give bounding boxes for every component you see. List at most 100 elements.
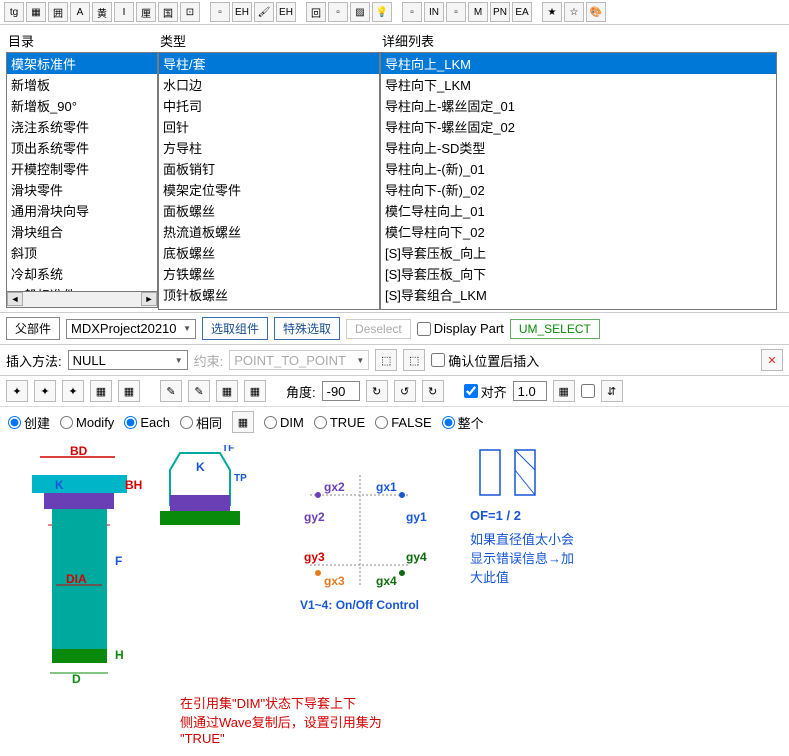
toolbar-icon[interactable]: ▫	[446, 2, 466, 22]
toolbar-icon[interactable]: ▫	[402, 2, 422, 22]
list-item[interactable]: 面板螺丝	[159, 200, 379, 221]
list-item[interactable]: 面板销钉	[159, 158, 379, 179]
list-item[interactable]: 新增板	[7, 74, 157, 95]
mid-icon[interactable]: ▦	[232, 411, 254, 433]
extra-check[interactable]	[581, 384, 595, 398]
insert-method-combo[interactable]: NULL▼	[68, 350, 188, 370]
list-item[interactable]: 导柱向下_LKM	[381, 74, 776, 95]
list-item[interactable]: 模架标准件	[7, 53, 157, 74]
toolbar-icon[interactable]: 黄	[92, 2, 112, 22]
toolbar-icon[interactable]: IN	[424, 2, 444, 22]
list-item[interactable]: 模架定位零件	[159, 179, 379, 200]
special-sel-button[interactable]: 特殊选取	[274, 317, 340, 340]
list-item[interactable]: 通用滑块向导	[7, 200, 157, 221]
detail-list[interactable]: 导柱向上_LKM导柱向下_LKM导柱向上-螺丝固定_01导柱向下-螺丝固定_02…	[380, 52, 777, 310]
list-item[interactable]: 导柱向下-(新)_02	[381, 179, 776, 200]
list-item[interactable]: [S]导套组合_LKM	[381, 284, 776, 305]
parent-part-label[interactable]: 父部件	[6, 317, 60, 340]
list-item[interactable]: [S]导套压板_向上	[381, 242, 776, 263]
catalog-list[interactable]: 模架标准件新增板新增板_90°浇注系统零件顶出系统零件开模控制零件滑块零件通用滑…	[6, 52, 158, 292]
um-select-button[interactable]: UM_SELECT	[510, 319, 600, 339]
list-item[interactable]: 热流道板螺丝	[159, 221, 379, 242]
deselect-button[interactable]: Deselect	[346, 319, 411, 339]
list-item[interactable]: 顶出系统零件	[7, 137, 157, 158]
pos-icon-1[interactable]: ⬚	[375, 349, 397, 371]
list-item[interactable]: 开模控制零件	[7, 158, 157, 179]
select-comp-button[interactable]: 选取组件	[202, 317, 268, 340]
list-item[interactable]: 回针	[159, 116, 379, 137]
tool-icon[interactable]: ✦	[6, 380, 28, 402]
list-item[interactable]: 导柱向上_LKM	[381, 53, 776, 74]
list-item[interactable]: 导柱/套	[159, 53, 379, 74]
list-item[interactable]: 导柱向上-SD类型	[381, 137, 776, 158]
mode-radio[interactable]: DIM	[264, 415, 304, 430]
toolbar-icon[interactable]: EH	[232, 2, 252, 22]
mode-radio[interactable]: FALSE	[375, 415, 431, 430]
rot-icon[interactable]: ↺	[394, 380, 416, 402]
toolbar-icon[interactable]: ▦	[26, 2, 46, 22]
rot-icon[interactable]: ↻	[366, 380, 388, 402]
list-item[interactable]: 导柱向上-(新)_01	[381, 158, 776, 179]
list-item[interactable]: 导柱向上-螺丝固定_01	[381, 95, 776, 116]
list-item[interactable]: 方铁螺丝	[159, 263, 379, 284]
toolbar-icon[interactable]: 厘	[136, 2, 156, 22]
tool-icon[interactable]: ✦	[34, 380, 56, 402]
mode-radio[interactable]: 整个	[442, 413, 484, 432]
type-list[interactable]: 导柱/套水口边中托司回针方导柱面板销钉模架定位零件面板螺丝热流道板螺丝底板螺丝方…	[158, 52, 380, 310]
angle-input[interactable]	[322, 381, 360, 401]
toolbar-icon[interactable]: EH	[276, 2, 296, 22]
align-check[interactable]: 对齐	[464, 382, 507, 401]
tool-icon[interactable]: ✎	[188, 380, 210, 402]
list-item[interactable]: 一般标准件	[7, 284, 157, 292]
list-item[interactable]: 模仁导柱向上_01	[381, 200, 776, 221]
toolbar-icon[interactable]: ▫	[210, 2, 230, 22]
tool-icon[interactable]: ▦	[216, 380, 238, 402]
toolbar-icon[interactable]: ▫	[328, 2, 348, 22]
toolbar-icon[interactable]: ⊡	[180, 2, 200, 22]
list-item[interactable]: 底板螺丝	[159, 242, 379, 263]
catalog-hscroll[interactable]: ◄►	[6, 292, 158, 308]
mode-radio[interactable]: Modify	[60, 415, 114, 430]
toolbar-icon[interactable]: 国	[158, 2, 178, 22]
axis-icon[interactable]: ⇵	[601, 380, 623, 402]
list-item[interactable]: 水口边	[159, 74, 379, 95]
toolbar-icon[interactable]: I	[114, 2, 134, 22]
toolbar-icon[interactable]: 回	[306, 2, 326, 22]
mode-radio[interactable]: Each	[124, 415, 170, 430]
toolbar-icon[interactable]: PN	[490, 2, 510, 22]
toolbar-icon[interactable]: ☆	[564, 2, 584, 22]
list-item[interactable]: 模仁导柱向下_02	[381, 221, 776, 242]
tool-icon[interactable]: ▦	[118, 380, 140, 402]
toolbar-icon[interactable]: M	[468, 2, 488, 22]
toolbar-icon[interactable]: 🖌	[254, 2, 274, 22]
toolbar-icon[interactable]: tg	[4, 2, 24, 22]
list-item[interactable]: 浇注系统零件	[7, 116, 157, 137]
close-icon[interactable]: ✕	[761, 349, 783, 371]
list-item[interactable]: 新增板_90°	[7, 95, 157, 116]
grid-icon[interactable]: ▦	[553, 380, 575, 402]
pos-icon-2[interactable]: ⬚	[403, 349, 425, 371]
list-item[interactable]: 导套单一_LKM	[381, 305, 776, 310]
tool-icon[interactable]: ▦	[244, 380, 266, 402]
tool-icon[interactable]: ✦	[62, 380, 84, 402]
tool-icon[interactable]: ▦	[90, 380, 112, 402]
list-item[interactable]: 导柱向下-螺丝固定_02	[381, 116, 776, 137]
list-item[interactable]: 方导柱	[159, 137, 379, 158]
list-item[interactable]: [S]导套压板_向下	[381, 263, 776, 284]
mode-radio[interactable]: 创建	[8, 413, 50, 432]
toolbar-icon[interactable]: 囲	[48, 2, 68, 22]
list-item[interactable]: 中托司	[159, 95, 379, 116]
list-item[interactable]: 斜顶	[7, 242, 157, 263]
list-item[interactable]: 滑块组合	[7, 221, 157, 242]
mode-radio[interactable]: TRUE	[314, 415, 365, 430]
parent-part-combo[interactable]: MDXProject20210▼	[66, 319, 196, 339]
toolbar-icon[interactable]: ★	[542, 2, 562, 22]
list-item[interactable]: 滑块零件	[7, 179, 157, 200]
list-item[interactable]: 冷却系统	[7, 263, 157, 284]
tool-icon[interactable]: ✎	[160, 380, 182, 402]
confirm-pos-check[interactable]: 确认位置后插入	[431, 351, 539, 370]
display-part-check[interactable]: Display Part	[417, 321, 504, 336]
align-val-input[interactable]	[513, 381, 547, 401]
toolbar-icon[interactable]: ▨	[350, 2, 370, 22]
toolbar-icon[interactable]: 💡	[372, 2, 392, 22]
